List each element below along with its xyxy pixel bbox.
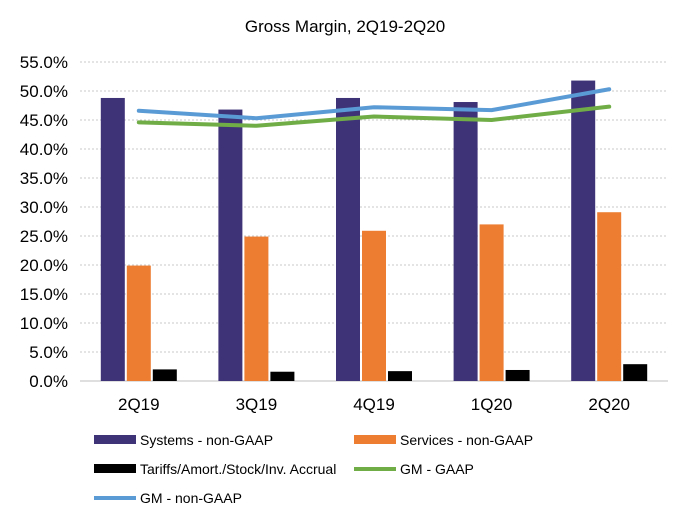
x-tick-label: 2Q19 — [118, 395, 160, 414]
y-tick-label: 55.0% — [20, 53, 68, 72]
x-tick-label: 1Q20 — [471, 395, 513, 414]
x-tick-label: 3Q19 — [236, 395, 278, 414]
legend-swatch — [94, 464, 136, 473]
legend-label: Services - non-GAAP — [400, 432, 533, 448]
legend-label: GM - non-GAAP — [140, 490, 242, 506]
legend-label: Tariffs/Amort./Stock/Inv. Accrual — [140, 461, 336, 477]
legend-item: Tariffs/Amort./Stock/Inv. Accrual — [94, 461, 336, 477]
bar-tariffs-amort-stock-inv-accrual-3q19 — [270, 371, 295, 381]
x-tick-label: 4Q19 — [353, 395, 395, 414]
legend-label: Systems - non-GAAP — [140, 432, 273, 448]
bar-systems-non-gaap-2q19 — [100, 97, 125, 382]
bar-services-non-gaap-1q20 — [479, 224, 504, 381]
legend-item: Services - non-GAAP — [354, 432, 533, 448]
y-tick-label: 30.0% — [20, 198, 68, 217]
y-tick-label: 25.0% — [20, 227, 68, 246]
bar-tariffs-amort-stock-inv-accrual-2q20 — [623, 364, 648, 381]
lines — [136, 87, 612, 128]
y-tick-label: 0.0% — [29, 372, 68, 391]
legend-item: Systems - non-GAAP — [94, 432, 273, 448]
legend-item: GM - GAAP — [354, 461, 474, 477]
bar-services-non-gaap-2q19 — [126, 265, 151, 381]
legend-swatch — [94, 435, 136, 444]
y-tick-label: 35.0% — [20, 169, 68, 188]
y-tick-label: 10.0% — [20, 314, 68, 333]
y-tick-label: 20.0% — [20, 256, 68, 275]
legend-label: GM - GAAP — [400, 461, 474, 477]
y-tick-label: 45.0% — [20, 111, 68, 130]
y-axis-ticks: 0.0% 5.0% 10.0% 15.0% 20.0% 25.0% 30.0% 35.0% 40… — [20, 53, 68, 391]
bar-tariffs-amort-stock-inv-accrual-4q19 — [388, 371, 412, 381]
bar-systems-non-gaap-3q19 — [218, 109, 243, 381]
x-axis-ticks: 2Q19 3Q19 4Q19 1Q20 2Q20 — [118, 395, 630, 414]
legend-swatch — [354, 435, 396, 444]
line-gm-gaap — [136, 104, 612, 128]
line-gm-non-gaap — [136, 87, 612, 121]
bar-tariffs-amort-stock-inv-accrual-1q20 — [505, 369, 530, 381]
legend-item: GM - non-GAAP — [94, 490, 242, 506]
bars — [100, 80, 648, 382]
chart-title: Gross Margin, 2Q19-2Q20 — [245, 17, 445, 36]
bar-systems-non-gaap-2q20 — [571, 80, 596, 381]
bar-services-non-gaap-2q20 — [597, 212, 622, 381]
bar-systems-non-gaap-4q19 — [336, 97, 360, 382]
y-tick-label: 15.0% — [20, 285, 68, 304]
bar-services-non-gaap-4q19 — [362, 230, 386, 381]
legend: Systems - non-GAAP Services - non-GAAP Tar… — [94, 432, 533, 506]
y-tick-label: 5.0% — [29, 343, 68, 362]
bar-tariffs-amort-stock-inv-accrual-2q19 — [152, 369, 177, 381]
bar-services-non-gaap-3q19 — [244, 236, 269, 381]
y-tick-label: 50.0% — [20, 82, 68, 101]
x-tick-label: 2Q20 — [588, 395, 630, 414]
bar-systems-non-gaap-1q20 — [453, 102, 478, 382]
y-tick-label: 40.0% — [20, 140, 68, 159]
